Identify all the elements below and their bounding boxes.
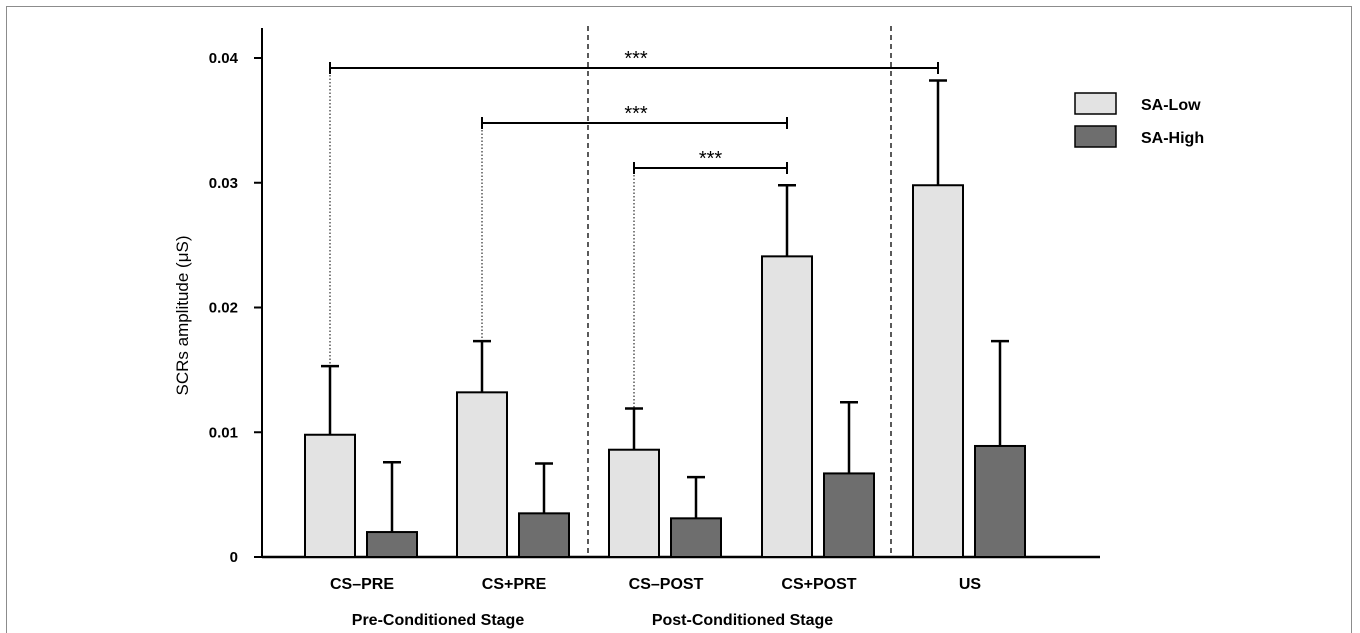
bar-sa-high-2 [518, 512, 570, 559]
significance-brackets: *** *** *** [329, 48, 939, 409]
y-tick-label: 0.04 [209, 50, 239, 67]
legend-label: SA-High [1141, 130, 1204, 147]
bar-sa-low-4 [761, 255, 813, 558]
bar-sa-high-3 [670, 517, 722, 559]
legend: SA-Low SA-High [1074, 92, 1204, 148]
group-label: Post-Conditioned Stage [652, 612, 833, 629]
bar-sa-high-5 [974, 444, 1026, 558]
group-label: Pre-Conditioned Stage [352, 612, 525, 629]
category-label: CS–POST [629, 576, 704, 593]
bar-sa-low-3 [608, 448, 660, 558]
stage-dividers [587, 26, 892, 557]
bar-sa-low-1 [304, 433, 356, 558]
bars [304, 79, 1026, 559]
category-label: CS+PRE [482, 576, 547, 593]
legend-label: SA-Low [1141, 97, 1201, 114]
significance-label: *** [624, 48, 648, 70]
category-label: CS+POST [781, 576, 856, 593]
bar-sa-high-4 [823, 472, 875, 559]
bar-sa-low-5 [912, 184, 964, 558]
significance-label: *** [699, 148, 723, 170]
y-tick-label: 0.01 [209, 424, 238, 441]
bar-sa-high-1 [366, 531, 418, 558]
y-tick-label: 0 [230, 549, 238, 566]
category-label: US [959, 576, 982, 593]
y-tick-label: 0.02 [209, 300, 238, 317]
y-tick-label: 0.03 [209, 175, 238, 192]
legend-swatch [1074, 92, 1117, 115]
significance-label: *** [624, 103, 648, 125]
legend-swatch [1074, 125, 1117, 148]
category-label: CS–PRE [330, 576, 394, 593]
y-axis-label: SCRs amplitude (μS) [173, 235, 192, 395]
figure-frame [6, 6, 1352, 633]
bar-sa-low-2 [456, 391, 508, 558]
axis-labels: SCRs amplitude (μS) CS–PRE CS+PRE CS–POST CS… [173, 235, 981, 629]
